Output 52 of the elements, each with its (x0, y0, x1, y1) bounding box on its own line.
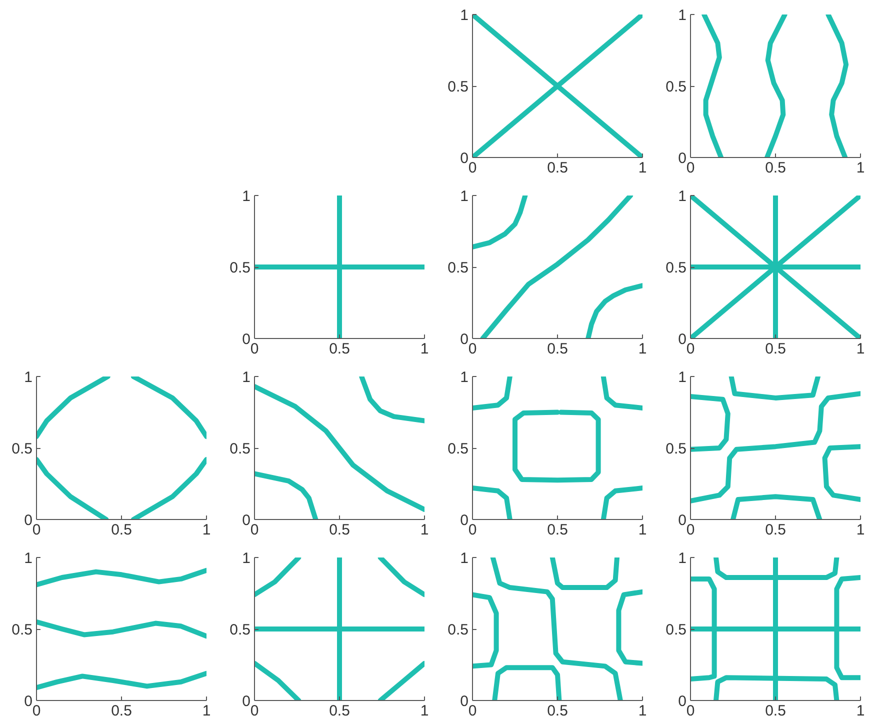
x-tick-label: 0.5 (765, 160, 786, 176)
x-tick-label: 0.5 (765, 702, 786, 720)
x-tick-label: 0.5 (547, 522, 568, 538)
x-tick-label: 0.5 (765, 340, 786, 358)
y-tick-label: 0.5 (448, 260, 469, 276)
x-tick-label: 0.5 (111, 702, 132, 720)
x-tick-label: 1 (638, 702, 647, 720)
x-tick-label: 1 (856, 702, 865, 720)
y-tick-label: 0.5 (666, 440, 687, 458)
x-tick-label: 1 (202, 522, 211, 538)
x-tick-label: 0.5 (547, 340, 568, 358)
x-tick-label: 1 (420, 340, 429, 358)
y-tick-label: 1 (24, 550, 32, 567)
y-tick-label: 0.5 (666, 78, 687, 96)
y-tick-label: 0.5 (666, 622, 687, 638)
x-tick-label: 0.5 (111, 522, 132, 538)
x-tick-label: 1 (638, 340, 647, 358)
x-tick-label: 0.5 (547, 702, 568, 720)
x-tick-label: 1 (856, 340, 865, 358)
x-tick-label: 1 (202, 702, 211, 720)
x-tick-label: 1 (638, 522, 647, 538)
y-tick-label: 1 (678, 550, 686, 567)
x-tick-label: 0.5 (765, 522, 786, 538)
y-tick-label: 0.5 (12, 440, 33, 458)
y-tick-label: 1 (24, 369, 32, 386)
y-tick-label: 0.5 (230, 260, 251, 276)
y-tick-label: 0.5 (666, 260, 687, 276)
y-tick-label: 1 (678, 188, 686, 205)
y-tick-label: 1 (460, 550, 468, 567)
x-tick-label: 0.5 (329, 340, 350, 358)
x-tick-label: 0.5 (329, 522, 350, 538)
y-tick-label: 0.5 (230, 622, 251, 638)
y-tick-label: 0.5 (12, 622, 33, 638)
y-tick-label: 1 (242, 550, 250, 567)
y-tick-label: 1 (460, 369, 468, 386)
y-tick-label: 1 (460, 7, 468, 24)
y-tick-label: 0.5 (448, 440, 469, 458)
x-tick-label: 1 (638, 160, 647, 176)
x-tick-label: 0.5 (547, 160, 568, 176)
y-tick-label: 1 (460, 188, 468, 205)
y-tick-label: 1 (242, 369, 250, 386)
y-tick-label: 0.5 (448, 78, 469, 96)
y-tick-label: 0.5 (230, 440, 251, 458)
x-tick-label: 1 (420, 702, 429, 720)
y-tick-label: 1 (242, 188, 250, 205)
y-tick-label: 1 (678, 7, 686, 24)
y-tick-label: 0.5 (448, 622, 469, 638)
y-tick-label: 1 (678, 369, 686, 386)
x-tick-label: 1 (856, 522, 865, 538)
x-tick-label: 1 (420, 522, 429, 538)
x-tick-label: 0.5 (329, 702, 350, 720)
x-tick-label: 1 (856, 160, 865, 176)
